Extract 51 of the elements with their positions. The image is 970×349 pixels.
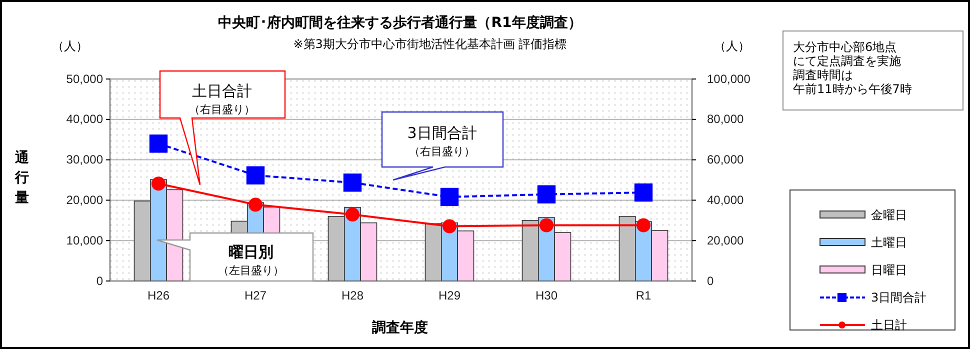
x-axis-title: 調査年度 — [372, 319, 428, 336]
text: 大分市中心部6地点 — [793, 40, 897, 54]
text: （人） — [52, 39, 88, 53]
point — [636, 218, 650, 232]
y-tick-label: 20,000 — [66, 193, 104, 208]
point — [540, 218, 554, 232]
annotation: 曜日別 — [228, 243, 274, 261]
y2-tick-label: 80,000 — [707, 112, 744, 126]
y2-tick-label: 20,000 — [707, 233, 744, 248]
annotation: 3日間合計 — [407, 124, 477, 142]
legend-label: 土曜日 — [871, 236, 907, 250]
y2-tick-label: 60,000 — [707, 152, 744, 167]
y2-tick-label: 0 — [707, 274, 714, 288]
legend-label: 土日計 — [871, 318, 907, 332]
y-tick-label: 40,000 — [66, 112, 104, 126]
point — [634, 183, 653, 202]
point — [343, 174, 362, 192]
text: 午前11時から午後7時 — [793, 82, 912, 96]
x-tick-label: H26 — [147, 288, 170, 303]
text: 調査時間は — [793, 68, 853, 82]
x-tick-label: H27 — [244, 288, 267, 303]
y-tick-label: 0 — [96, 274, 104, 288]
y-tick-label: 30,000 — [66, 152, 104, 167]
legend-label: 日曜日 — [871, 263, 907, 277]
annotation: 土日合計 — [192, 82, 252, 100]
point — [248, 198, 262, 212]
x-tick-label: H28 — [341, 288, 364, 303]
point — [149, 134, 168, 153]
x-tick-label: H30 — [535, 288, 558, 303]
point — [537, 185, 556, 204]
x-tick-label: R1 — [636, 288, 652, 303]
point — [152, 176, 166, 191]
text: にて定点調査を実施 — [793, 54, 901, 68]
y2-tick-label: 40,000 — [707, 193, 744, 208]
x-tick-label: H29 — [438, 288, 461, 303]
chart-subtitle: ※第3期大分市中心市街地活性化基本計画 評価指標 — [293, 37, 567, 51]
point — [440, 188, 459, 206]
y2-tick-label: 100,000 — [707, 72, 751, 86]
point — [442, 219, 456, 234]
point — [346, 208, 360, 222]
point — [246, 166, 265, 184]
annotation: （右目盛り） — [189, 103, 255, 116]
y-tick-label: 10,000 — [66, 233, 104, 248]
annotation: （左目盛り） — [218, 264, 284, 277]
annotation: （右目盛り） — [409, 145, 475, 158]
y-tick-label: 50,000 — [66, 72, 104, 86]
text: （人） — [714, 39, 750, 53]
y-axis-title: 通行量 — [14, 149, 30, 206]
legend-label: 金曜日 — [871, 208, 907, 222]
chart-title: 中央町･府内町間を往来する歩行者通行量（R1年度調査） — [218, 14, 582, 31]
legend-label: 3日間合計 — [871, 290, 927, 304]
